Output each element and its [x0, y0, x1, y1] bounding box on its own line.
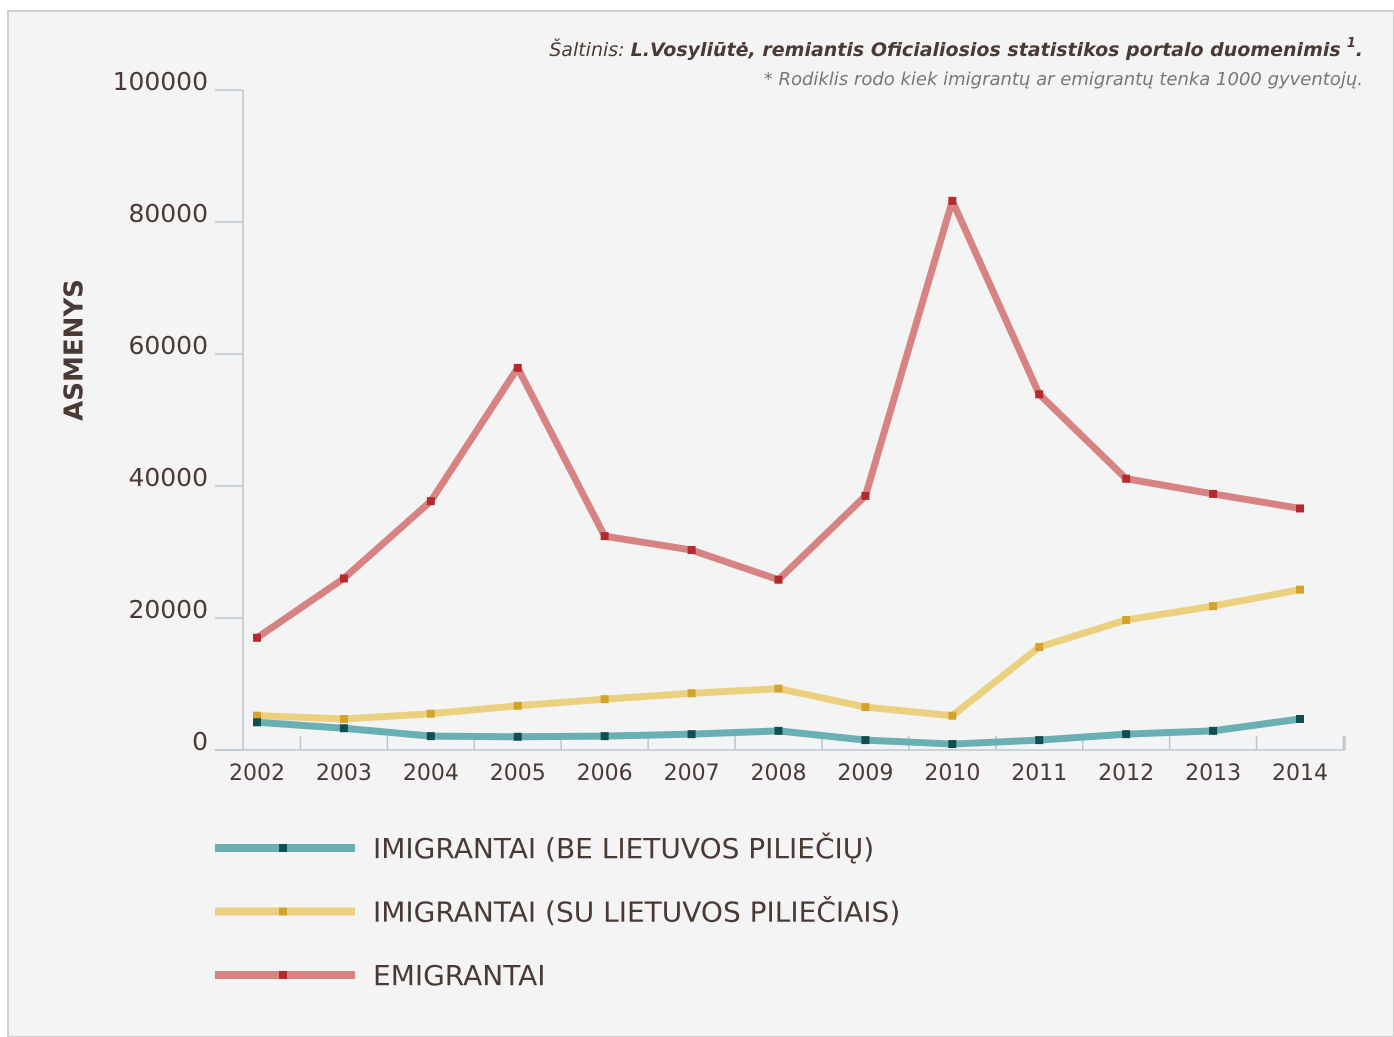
point-marker: [513, 363, 522, 372]
point-marker: [339, 724, 348, 733]
legend-marker: [279, 907, 287, 916]
point-marker: [861, 491, 870, 500]
legend-label: EMIGRANTAI: [373, 959, 546, 992]
point-marker: [253, 633, 261, 642]
point-marker: [600, 695, 609, 704]
point-marker: [687, 689, 696, 698]
point-marker: [600, 732, 609, 741]
source-text: L.Vosyliūtė, remiantis Oficialiosios sta…: [631, 39, 1341, 61]
x-tick-label: 2013: [1185, 761, 1241, 786]
y-tick-label: 80000: [128, 199, 208, 228]
point-marker: [948, 196, 957, 205]
source-label: Šaltinis:: [549, 37, 624, 61]
point-marker: [339, 574, 348, 583]
x-tick-label: 2007: [664, 761, 720, 786]
x-tick-label: 2010: [924, 761, 980, 786]
panel: [7, 10, 1394, 1037]
x-tick-label: 2014: [1272, 761, 1328, 786]
point-marker: [687, 546, 696, 555]
point-marker: [861, 703, 870, 712]
x-tick-label: 2005: [490, 761, 546, 786]
point-marker: [426, 732, 435, 741]
legend-marker: [279, 971, 287, 979]
y-tick-label: 0: [192, 727, 208, 756]
y-tick-label: 20000: [128, 595, 208, 624]
point-marker: [774, 575, 783, 584]
point-marker: [1035, 736, 1044, 745]
point-marker: [774, 684, 783, 693]
legend-label: IMIGRANTAI (SU LIETUVOS PILIEČIAIS): [373, 895, 900, 929]
source-end: .: [1356, 39, 1363, 61]
point-marker: [426, 497, 435, 506]
point-marker: [861, 736, 870, 745]
legend-marker: [279, 844, 287, 852]
point-marker: [513, 732, 522, 741]
point-marker: [774, 726, 783, 735]
point-marker: [948, 711, 957, 720]
point-marker: [1122, 474, 1131, 483]
x-tick-label: 2003: [316, 761, 372, 786]
x-tick-label: 2004: [403, 761, 459, 786]
point-marker: [1296, 714, 1304, 723]
point-marker: [1209, 726, 1218, 735]
x-tick-label: 2002: [229, 761, 285, 786]
point-marker: [1122, 615, 1131, 624]
source: Šaltinis: L.Vosyliūtė, remiantis Oficial…: [549, 36, 1363, 61]
x-tick-label: 2008: [751, 761, 807, 786]
legend-label: IMIGRANTAI (BE LIETUVOS PILIEČIŲ): [373, 831, 874, 865]
point-marker: [687, 730, 696, 739]
point-marker: [1035, 390, 1044, 399]
point-marker: [600, 532, 609, 541]
y-axis-label: ASMENYS: [60, 279, 90, 421]
point-marker: [339, 714, 348, 723]
point-marker: [948, 740, 957, 749]
point-marker: [1209, 489, 1218, 498]
y-tick-label: 40000: [128, 463, 208, 492]
x-tick-label: 2009: [837, 761, 893, 786]
point-marker: [1296, 585, 1304, 594]
note: * Rodiklis rodo kiek imigrantų ar emigra…: [764, 69, 1363, 90]
x-tick-label: 2011: [1011, 761, 1067, 786]
point-marker: [1035, 643, 1044, 652]
point-marker: [253, 711, 261, 720]
point-marker: [1209, 602, 1218, 611]
point-marker: [426, 709, 435, 718]
point-marker: [1296, 504, 1304, 513]
x-tick-label: 2012: [1098, 761, 1154, 786]
x-tick-label: 2006: [577, 761, 633, 786]
y-tick-label: 60000: [128, 331, 208, 360]
point-marker: [253, 718, 261, 727]
y-tick-label: 100000: [113, 67, 208, 96]
point-marker: [513, 701, 522, 710]
source-ref: 1: [1347, 36, 1356, 51]
point-marker: [1122, 730, 1131, 739]
